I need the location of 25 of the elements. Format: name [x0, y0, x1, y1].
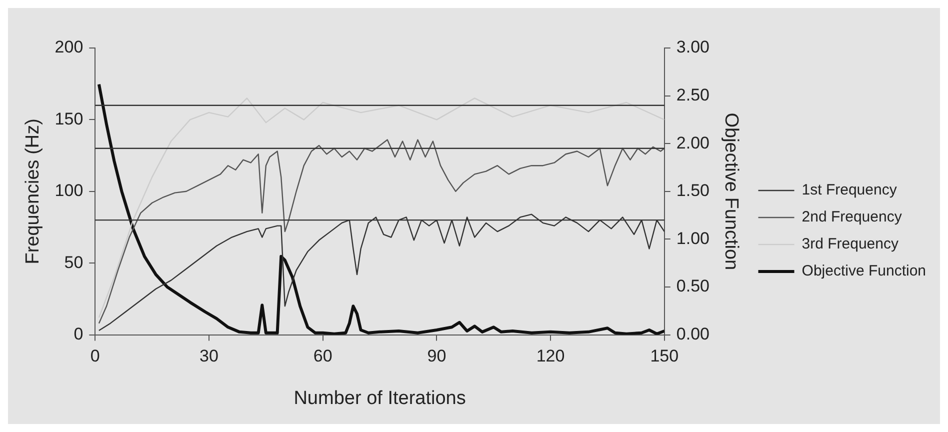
y-tick-label: 100 — [54, 181, 84, 200]
x-tick-label: 90 — [427, 346, 446, 366]
legend-label: 1st Frequency — [802, 182, 898, 199]
x-tick-label: 60 — [313, 346, 332, 366]
x-tick-label: 150 — [650, 346, 679, 366]
y-tick-label: 150 — [54, 109, 84, 128]
y-tick-label: 0 — [74, 324, 84, 344]
legend-label: 2nd Frequency — [802, 208, 902, 226]
y2-tick-label: 2.50 — [676, 85, 710, 104]
legend-label: Objective Function — [802, 262, 926, 280]
x-axis-title: Number of Iterations — [294, 388, 466, 409]
y2-tick-label: 3.00 — [676, 38, 710, 57]
y-tick-label: 200 — [54, 38, 84, 57]
y2-tick-label: 2.00 — [676, 133, 710, 152]
y2-tick-label: 1.50 — [676, 181, 710, 200]
x-tick-label: 0 — [90, 346, 100, 366]
x-tick-label: 30 — [200, 346, 218, 366]
x-tick-label: 120 — [536, 346, 565, 366]
y2-axis-title: Objective Function — [720, 112, 742, 270]
y-tick-label: 50 — [64, 252, 84, 272]
y2-tick-label: 1.00 — [676, 228, 710, 248]
y-axis-title: Frequencies (Hz) — [22, 118, 44, 264]
y2-tick-label: 0.00 — [676, 324, 710, 344]
y2-tick-label: 0.50 — [676, 276, 710, 296]
legend-label: 3rd Frequency — [802, 236, 899, 253]
